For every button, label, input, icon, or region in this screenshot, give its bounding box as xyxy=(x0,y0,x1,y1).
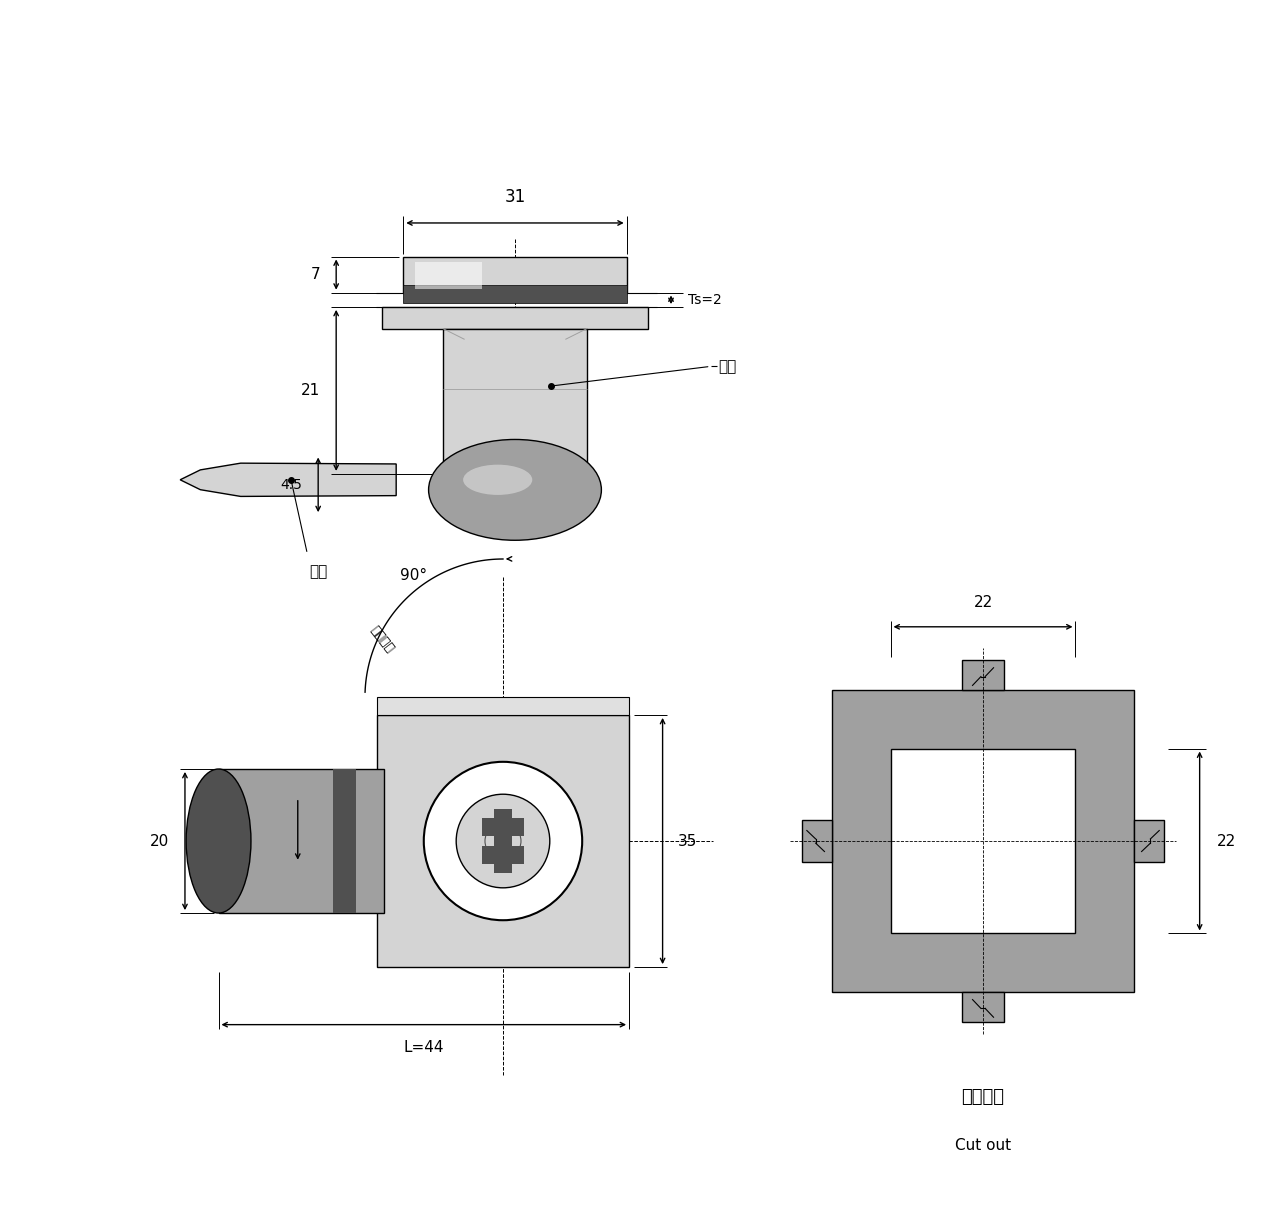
Bar xyxy=(483,846,523,864)
Ellipse shape xyxy=(464,465,532,495)
Text: 压板: 压板 xyxy=(718,359,737,374)
Bar xyxy=(377,697,629,715)
Bar xyxy=(333,768,357,913)
Circle shape xyxy=(456,794,550,887)
Text: 开孔尺寸: 开孔尺寸 xyxy=(961,1088,1005,1106)
Circle shape xyxy=(424,762,582,920)
Bar xyxy=(494,809,512,873)
Text: 21: 21 xyxy=(301,382,320,398)
Text: 旋转角度: 旋转角度 xyxy=(367,623,396,654)
Polygon shape xyxy=(180,464,396,497)
Bar xyxy=(414,262,481,289)
Text: 7: 7 xyxy=(311,267,320,282)
Bar xyxy=(1134,819,1163,862)
Bar xyxy=(963,992,1005,1022)
Bar xyxy=(483,818,523,835)
Text: 90°: 90° xyxy=(400,568,427,583)
Text: 20: 20 xyxy=(150,834,169,849)
Bar xyxy=(404,256,626,293)
Text: 35: 35 xyxy=(678,834,697,849)
Bar xyxy=(382,307,648,329)
Text: Cut out: Cut out xyxy=(955,1138,1011,1153)
Bar xyxy=(218,768,385,913)
Bar xyxy=(404,285,626,304)
Bar xyxy=(803,819,832,862)
Text: Ts=2: Ts=2 xyxy=(688,293,721,307)
Text: 22: 22 xyxy=(1217,834,1236,849)
Text: L=44: L=44 xyxy=(404,1040,444,1055)
Bar xyxy=(890,749,1076,934)
Bar xyxy=(377,715,629,968)
Bar xyxy=(832,690,1134,992)
Bar xyxy=(443,329,587,480)
Ellipse shape xyxy=(187,768,251,913)
Text: 22: 22 xyxy=(973,595,993,609)
Ellipse shape xyxy=(428,439,602,540)
Text: 钒栖: 钒栖 xyxy=(310,563,328,579)
Text: 4.5: 4.5 xyxy=(281,478,302,492)
Text: 31: 31 xyxy=(504,188,526,206)
Bar xyxy=(963,660,1005,690)
